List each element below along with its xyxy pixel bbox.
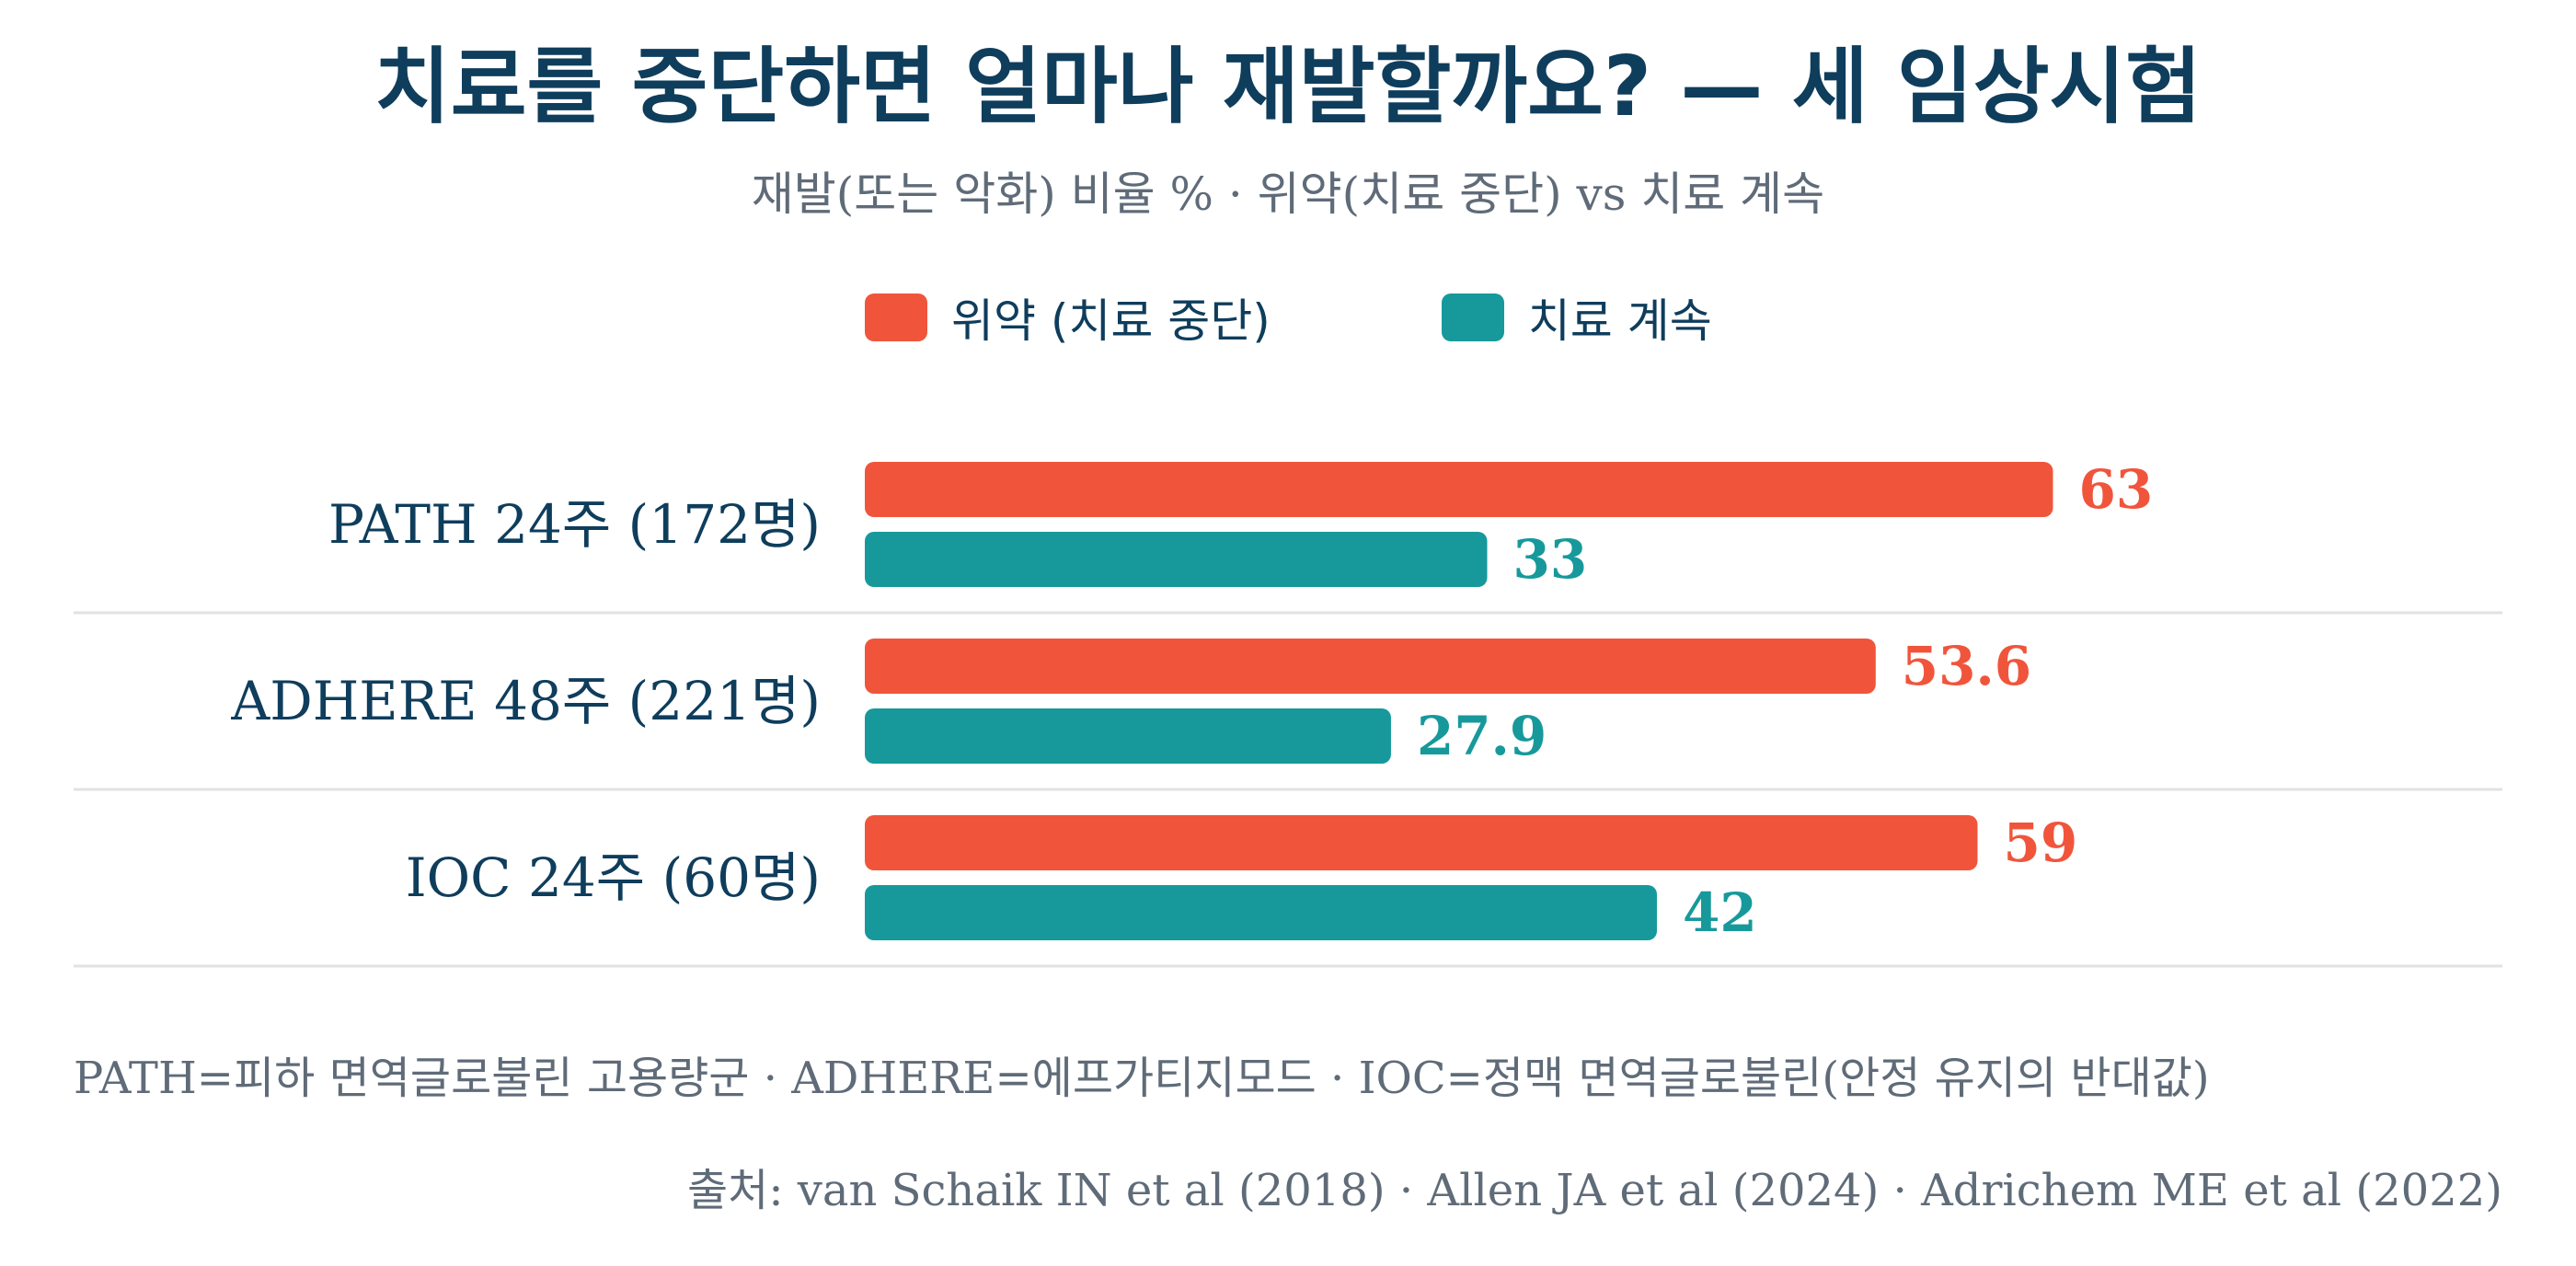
bar-continued <box>865 885 1657 940</box>
data-label: 59 <box>2004 811 2078 874</box>
category-label: ADHERE 48주 (221명) <box>230 670 821 732</box>
bar-placebo <box>865 815 1978 870</box>
bar-placebo <box>865 462 2053 517</box>
data-label: 33 <box>1513 528 1588 591</box>
data-label: 63 <box>2079 458 2154 521</box>
legend-swatch-placebo <box>865 293 927 341</box>
category-label: PATH 24주 (172명) <box>328 493 821 556</box>
legend-label-continued: 치료 계속 <box>1527 294 1712 348</box>
category-label: IOC 24주 (60명) <box>406 846 821 909</box>
legend-label-placebo: 위약 (치료 중단) <box>951 294 1271 348</box>
legend-swatch-continued <box>1441 293 1504 341</box>
footnote: PATH=피하 면역글로불린 고용량군 · ADHERE=에프가티지모드 · I… <box>74 1053 2210 1104</box>
legend-item-placebo: 위약 (치료 중단) <box>865 284 1271 351</box>
data-label: 42 <box>1683 881 1757 944</box>
bar-placebo <box>865 639 1876 694</box>
source-citation: 출처: van Schaik IN et al (2018) · Allen J… <box>687 1165 2502 1216</box>
chart-title: 치료를 중단하면 얼마나 재발할까요? — 세 임상시험 <box>374 39 2202 135</box>
chart-subtitle: 재발(또는 악화) 비율 % · 위약(치료 중단) vs 치료 계속 <box>751 167 1825 221</box>
data-label: 27.9 <box>1417 705 1547 767</box>
data-label: 53.6 <box>1902 635 2031 697</box>
bar-continued <box>865 708 1391 764</box>
legend-item-continued: 치료 계속 <box>1441 284 1712 351</box>
legend: 위약 (치료 중단) 치료 계속 <box>865 285 1712 350</box>
bar-continued <box>865 532 1488 587</box>
